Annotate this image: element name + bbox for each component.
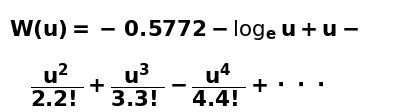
Text: $\mathbf{W(u) = -\,0.5772 - \log_e u + u -}$: $\mathbf{W(u) = -\,0.5772 - \log_e u + u…: [8, 18, 359, 42]
Text: $\mathbf{\dfrac{u^2}{2.2!} + \dfrac{u^3}{3.3!} - \dfrac{u^4}{4.4!} + \cdot\,\cdo: $\mathbf{\dfrac{u^2}{2.2!} + \dfrac{u^3}…: [30, 60, 325, 108]
